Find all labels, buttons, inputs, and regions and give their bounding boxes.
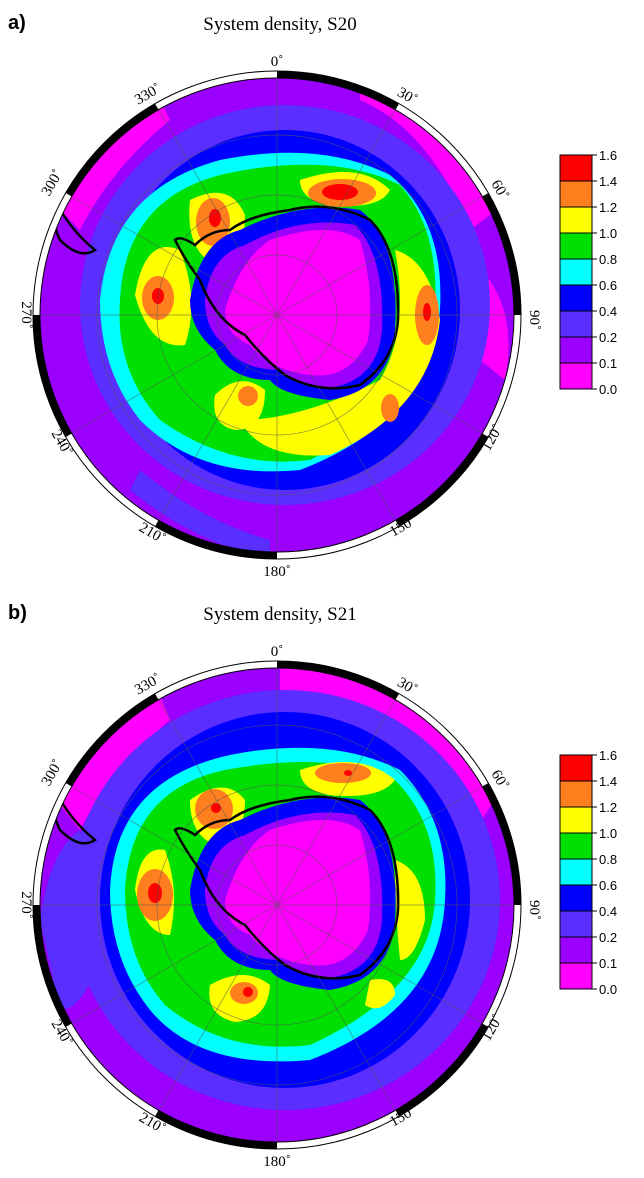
meridian-label-90: 90˚ (526, 310, 542, 330)
colorbar-label: 0.0 (599, 382, 617, 397)
colorbar-label: 0.8 (599, 252, 617, 267)
colorbar-label: 0.4 (599, 304, 617, 319)
colorbar-label: 0.1 (599, 356, 617, 371)
colorbar-swatch (559, 180, 593, 208)
colorbar-label: 1.6 (599, 148, 617, 163)
panel-letter: a) (8, 12, 26, 34)
panel-title: System density, S21 (203, 604, 357, 625)
colorbar-label: 0.0 (599, 982, 617, 997)
colorbar-swatch (559, 310, 593, 338)
map-panel-b: b) System density, S21 (0, 590, 644, 1178)
meridian-label-300: 300˚ (39, 757, 67, 789)
colorbar-swatch (559, 154, 593, 182)
polar-map-b: 0˚ 30˚ 60˚ 90˚ 120˚ 150˚ 180˚ 210˚ 240˚ … (18, 644, 617, 1170)
polar-map-a: 0˚ 30˚ 60˚ 90˚ 120˚ 150˚ 180˚ 210˚ 240˚ … (18, 54, 617, 580)
meridian-label-270: 270˚ (18, 301, 34, 329)
colorbar-swatch (559, 206, 593, 234)
map-frame (33, 71, 521, 559)
colorbar-label: 0.6 (599, 878, 617, 893)
colorbar-swatch (559, 910, 593, 938)
colorbar-swatch (559, 780, 593, 808)
colorbar-swatch (559, 258, 593, 286)
colorbar-label: 0.1 (599, 956, 617, 971)
colorbar-label: 0.2 (599, 930, 617, 945)
colorbar-swatch (559, 232, 593, 260)
meridian-label-0: 0˚ (271, 644, 284, 660)
colorbar-b: 1.6 1.4 1.2 1.0 0.8 0.6 0.4 0.2 0.1 0.0 (559, 748, 617, 997)
meridian-label-300: 300˚ (39, 167, 67, 199)
colorbar-label: 1.2 (599, 800, 617, 815)
meridian-label-330: 330˚ (132, 671, 164, 699)
colorbar-label: 0.8 (599, 852, 617, 867)
meridian-label-90: 90˚ (526, 900, 542, 920)
colorbar-label: 0.2 (599, 330, 617, 345)
meridian-label-330: 330˚ (132, 81, 164, 109)
density-field (40, 78, 514, 552)
colorbar-label: 1.4 (599, 774, 617, 789)
panel-title: System density, S20 (203, 14, 357, 35)
colorbar-swatch (559, 832, 593, 860)
colorbar-label: 1.2 (599, 200, 617, 215)
colorbar-a: 1.6 1.4 1.2 1.0 0.8 0.6 0.4 0.2 0.1 0.0 (559, 148, 617, 397)
colorbar-swatch (559, 336, 593, 364)
meridian-label-180: 180˚ (263, 564, 291, 580)
colorbar-label: 1.0 (599, 826, 617, 841)
meridian-label-180: 180˚ (263, 1154, 291, 1170)
map-panel-a: a) System density, S20 (0, 0, 644, 588)
colorbar-swatch (559, 962, 593, 990)
density-field (40, 668, 514, 1142)
map-frame (33, 661, 521, 1149)
meridian-label-270: 270˚ (18, 891, 34, 919)
colorbar-swatch (559, 362, 593, 390)
colorbar-swatch (559, 754, 593, 782)
colorbar-swatch (559, 884, 593, 912)
meridian-label-0: 0˚ (271, 54, 284, 70)
colorbar-swatch (559, 806, 593, 834)
colorbar-label: 0.6 (599, 278, 617, 293)
panel-letter: b) (8, 602, 27, 624)
colorbar-label: 1.6 (599, 748, 617, 763)
colorbar-swatch (559, 858, 593, 886)
colorbar-swatch (559, 936, 593, 964)
colorbar-label: 1.4 (599, 174, 617, 189)
colorbar-swatch (559, 284, 593, 312)
colorbar-label: 0.4 (599, 904, 617, 919)
colorbar-label: 1.0 (599, 226, 617, 241)
